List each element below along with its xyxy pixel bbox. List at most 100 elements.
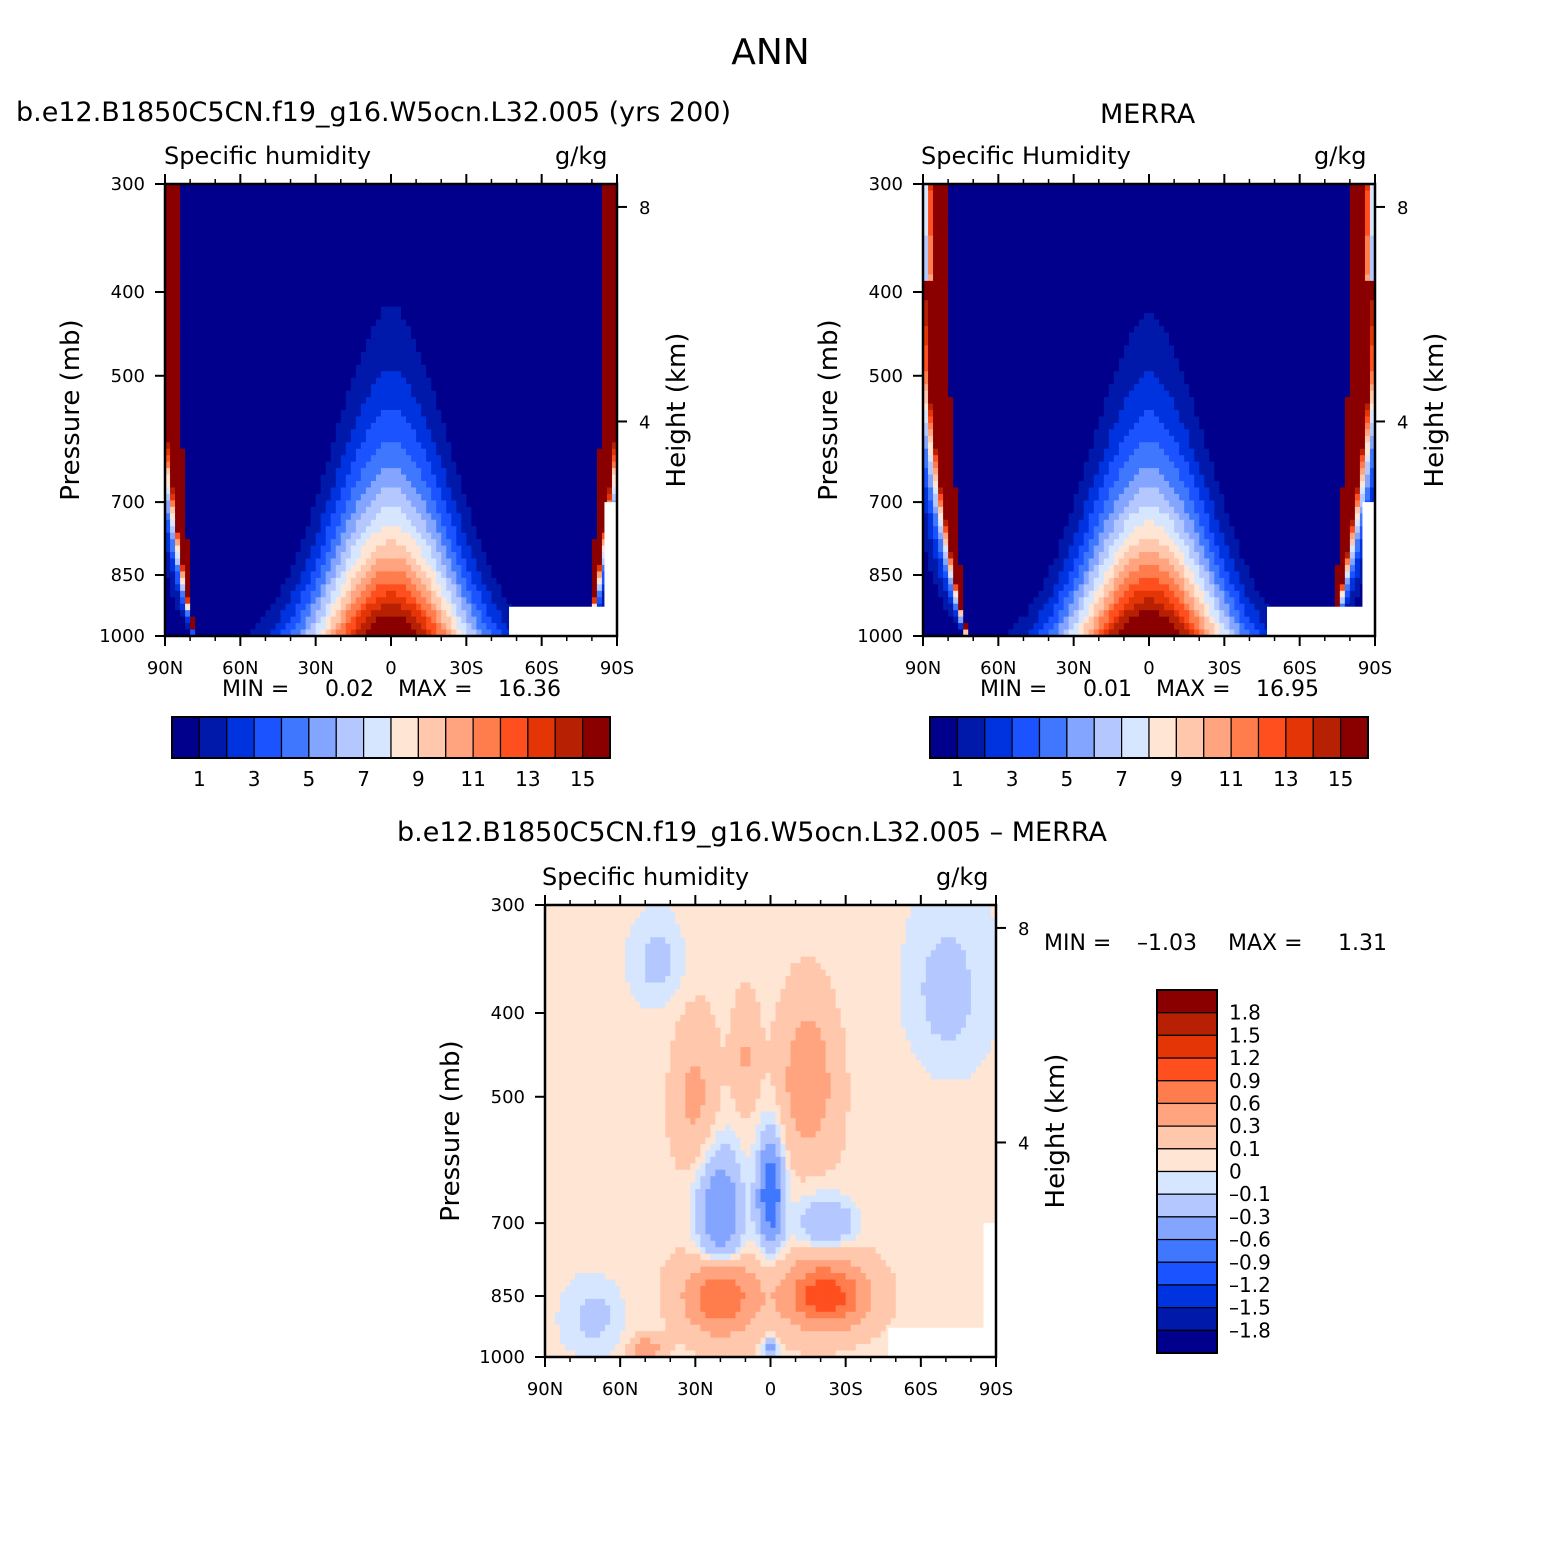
contour-cell [441,487,447,495]
contour-cell [446,532,452,540]
contour-cell [220,519,226,527]
contour-cell [421,519,427,527]
contour-cell [265,442,272,450]
contour-cell [185,461,191,469]
contour-cell [175,280,181,288]
contour-cell [461,203,467,211]
contour-cell [355,300,362,308]
contour-cell [456,216,462,224]
contour-cell [335,474,342,482]
contour-cell [531,313,538,321]
contour-cell [380,429,387,437]
contour-cell [446,468,452,476]
contour-cell [260,390,267,398]
contour-cell [300,216,307,224]
contour-cell [581,229,588,237]
contour-cell [551,371,558,379]
contour-cell [310,455,317,463]
contour-cell [406,338,412,347]
contour-cell [295,422,302,430]
contour-cell [250,422,256,430]
contour-cell [310,358,317,366]
contour-cell [375,377,382,385]
contour-cell [501,371,508,379]
contour-cell [185,216,191,224]
contour-cell [165,493,171,501]
contour-cell [521,526,528,534]
contour-cell [501,332,508,340]
contour-cell [396,216,402,224]
contour-cell [476,526,482,534]
contour-cell [330,461,337,469]
contour-cell [325,280,332,288]
contour-cell [185,468,191,476]
contour-cell [345,338,352,347]
contour-cell [355,416,362,424]
contour-cell [320,519,327,527]
contour-cell [290,242,297,250]
contour-cell [325,519,332,527]
contour-cell [185,519,191,527]
contour-cell [421,442,427,450]
contour-cell [335,487,342,495]
contour-cell [396,293,402,301]
contour-cell [571,513,578,521]
contour-cell [471,358,477,366]
contour-cell [511,371,518,379]
contour-cell [521,196,528,204]
contour-cell [245,248,251,256]
contour-cell [205,371,211,379]
contour-cell [290,184,297,192]
contour-cell [340,203,347,211]
contour-cell [466,371,472,379]
contour-cell [536,371,543,379]
contour-cell [250,306,256,314]
contour-cell [506,442,513,450]
contour-cell [551,338,558,347]
contour-cell [526,196,533,204]
contour-cell [461,358,467,366]
contour-cell [175,338,181,347]
contour-cell [380,351,387,359]
contour-cell [596,468,603,476]
contour-cell [205,468,211,476]
contour-cell [235,481,241,489]
contour-cell [200,267,206,275]
contour-cell [375,306,382,314]
contour-cell [576,487,583,495]
contour-cell [250,345,256,353]
contour-cell [200,435,206,443]
contour-cell [290,222,297,230]
contour-cell [586,293,593,301]
contour-cell [370,255,377,263]
contour-cell [345,461,352,469]
obs-left-label: Specific Humidity [921,142,1131,170]
contour-cell [250,313,256,321]
contour-cell [380,532,387,540]
contour-cell [521,474,528,482]
contour-cell [240,326,246,334]
contour-cell [335,345,342,353]
contour-cell [561,397,568,405]
contour-cell [551,364,558,372]
contour-cell [285,209,292,217]
contour-cell [506,429,513,437]
contour-cell [501,184,508,192]
contour-cell [325,209,332,217]
contour-cell [260,313,267,321]
contour-cell [190,300,196,308]
contour-cell [551,448,558,456]
contour-cell [416,468,422,476]
contour-cell [471,306,477,314]
contour-cell [170,338,176,347]
contour-cell [285,384,292,392]
contour-cell [466,410,472,418]
obs-right-label: g/kg [1314,142,1367,170]
contour-cell [380,371,387,379]
contour-cell [215,203,221,211]
contour-cell [411,293,417,301]
contour-cell [315,474,322,482]
contour-cell [380,255,387,263]
contour-cell [481,338,488,347]
contour-cell [546,338,553,347]
